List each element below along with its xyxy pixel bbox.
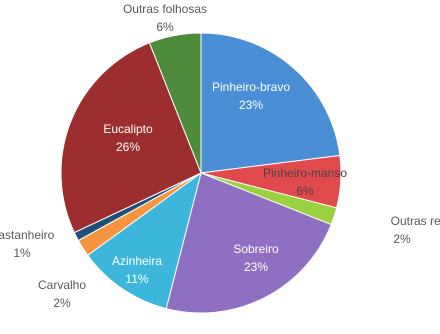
slice-value-label: 2% [53, 296, 71, 310]
slice-label: Castanheiro [0, 228, 55, 242]
pie-slice [87, 171, 202, 310]
slice-label: Azinheira [112, 254, 162, 268]
pie-slice [200, 32, 341, 174]
slice-value-label: 6% [296, 184, 314, 198]
slice-value-label: 26% [116, 140, 140, 154]
slice-label: Sobreiro [233, 242, 279, 256]
slice-value-label: 23% [244, 260, 268, 274]
slice-label: Carvalho [38, 278, 86, 292]
slice-value-label: 23% [239, 98, 263, 112]
slice-value-label: 6% [156, 20, 174, 34]
slice-label: Outras folhosas [123, 2, 207, 16]
pie-slice [165, 172, 332, 314]
slice-label: Pinheiro-manso [263, 166, 347, 180]
pie-slice [148, 32, 202, 174]
slice-value-label: 2% [393, 232, 411, 246]
slice-label: Outras resinosas [391, 214, 440, 228]
slice-label: Eucalipto [103, 122, 153, 136]
slice-value-label: 1% [13, 246, 31, 260]
pie-slice [60, 42, 202, 234]
slice-label: Pinheiro-bravo [212, 80, 290, 94]
slice-value-label: 11% [125, 272, 148, 286]
